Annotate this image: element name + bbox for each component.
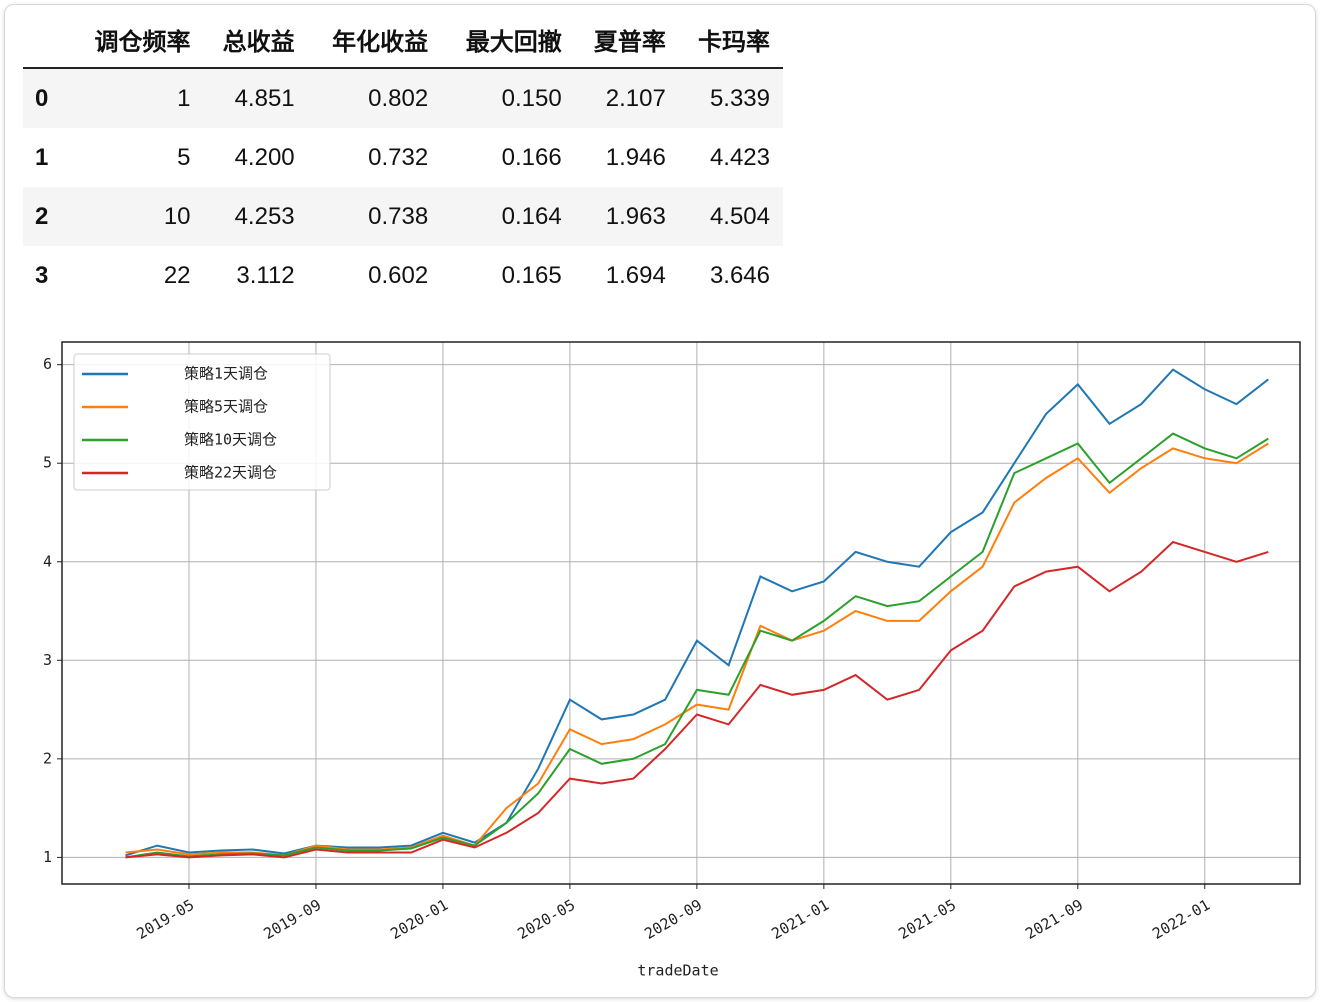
x-tick-label: 2020-05 [514, 896, 578, 943]
table-cell: 4.423 [709, 143, 770, 171]
table-row: 1 5 4.200 0.732 0.166 1.946 4.423 [23, 128, 783, 187]
x-tick-label: 2021-05 [895, 896, 959, 943]
series-line [125, 540, 1269, 859]
header-row: 调仓频率 总收益 年化收益 最大回撤 夏普率 卡玛率 [23, 11, 783, 69]
table-cell: 0.164 [441, 187, 575, 246]
table-cell: 1.946 [605, 143, 666, 171]
output-card: 调仓频率 总收益 年化收益 最大回撤 夏普率 卡玛率 0 1 4.851 0.802 0.150 2.… [4, 4, 1316, 998]
table-cell: 4.504 [678, 187, 783, 246]
x-tick-label: 2020-01 [387, 896, 451, 943]
x-axis-label: tradeDate [637, 962, 718, 980]
table-cell: 0.802 [307, 68, 442, 128]
table-cell: 0.166 [501, 143, 562, 171]
table-cell: 0.602 [368, 261, 429, 289]
x-tick-label: 2021-09 [1022, 896, 1086, 943]
table-cell: 3.112 [236, 261, 295, 289]
x-tick-label: 2019-05 [133, 896, 197, 943]
legend-label: 策略5天调仓 [184, 398, 268, 416]
table-cell: 10 [69, 187, 204, 246]
x-tick-label: 2022-01 [1149, 896, 1213, 943]
row-index: 1 [35, 143, 49, 171]
table-cell: 0.165 [501, 261, 562, 289]
table-cell: 5.339 [678, 68, 783, 128]
series-line [125, 432, 1269, 859]
index-header [23, 11, 70, 69]
x-tick-label: 2021-01 [768, 896, 832, 943]
table-cell: 1 [69, 68, 204, 128]
column-header: 夏普率 [574, 11, 679, 69]
x-tick-label: 2020-09 [641, 896, 705, 943]
column-header: 调仓频率 [69, 11, 204, 69]
table-cell: 1.694 [605, 261, 666, 289]
column-header: 总收益 [203, 11, 308, 69]
row-index: 2 [23, 187, 70, 246]
y-tick-label: 1 [43, 848, 52, 866]
table-row: 3 22 3.112 0.602 0.165 1.694 3.646 [23, 246, 783, 305]
series-line [125, 442, 1269, 857]
table-cell: 0.738 [307, 187, 442, 246]
table-cell: 5 [177, 143, 191, 171]
y-tick-label: 5 [43, 454, 52, 472]
column-header: 最大回撤 [441, 11, 575, 69]
table-cell: 0.732 [368, 143, 429, 171]
y-tick-label: 4 [43, 552, 52, 570]
plot-frame [61, 341, 1301, 885]
legend-label: 策略1天调仓 [184, 365, 268, 383]
table-cell: 3.646 [709, 261, 770, 289]
metrics-table: 调仓频率 总收益 年化收益 最大回撤 夏普率 卡玛率 0 1 4.851 0.802 0.150 2.… [23, 11, 783, 305]
row-index: 0 [23, 68, 70, 128]
table-cell: 4.200 [234, 143, 295, 171]
y-tick-label: 6 [43, 355, 52, 373]
table-cell: 0.150 [441, 68, 575, 128]
table-cell: 1.963 [574, 187, 679, 246]
y-tick-label: 3 [43, 651, 52, 669]
legend-box [73, 353, 331, 491]
legend-label: 策略10天调仓 [184, 431, 277, 449]
column-header: 年化收益 [307, 11, 442, 69]
x-tick-label: 2019-09 [260, 896, 324, 943]
row-index: 3 [35, 261, 49, 289]
table-row: 0 1 4.851 0.802 0.150 2.107 5.339 [23, 68, 783, 128]
column-header: 卡玛率 [678, 11, 783, 69]
table-row: 2 10 4.253 0.738 0.164 1.963 4.504 [23, 187, 783, 246]
legend-label: 策略22天调仓 [184, 464, 277, 482]
table-cell: 4.253 [203, 187, 308, 246]
table-cell: 2.107 [574, 68, 679, 128]
y-tick-label: 2 [43, 749, 52, 767]
table-cell: 4.851 [203, 68, 308, 128]
table-cell: 22 [163, 261, 191, 289]
